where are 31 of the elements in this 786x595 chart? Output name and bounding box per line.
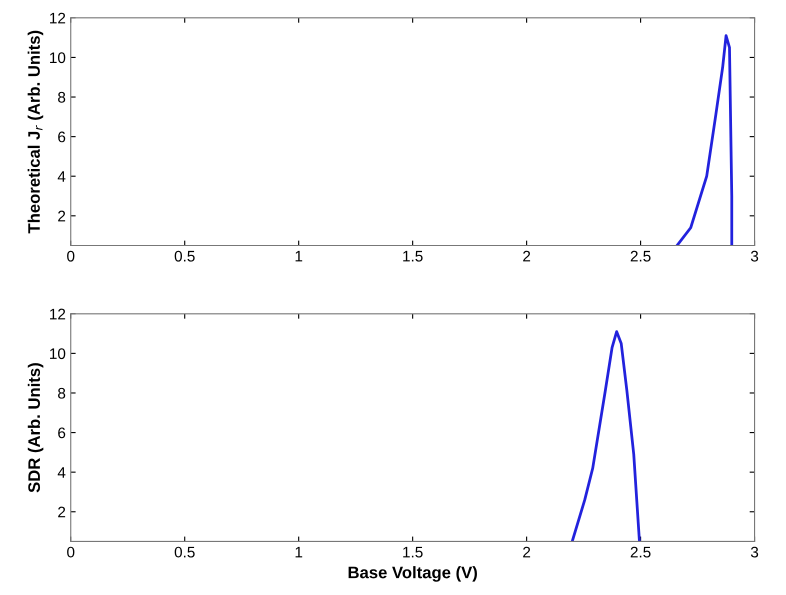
y-axis-title: Theoretical J$_{r}$ (Arb. Units) <box>28 30 44 234</box>
y-tick-label: 6 <box>58 427 66 438</box>
y-tick-label: 8 <box>58 92 66 103</box>
x-tick-label: 0.5 <box>174 250 195 262</box>
x-tick-label: 3 <box>750 546 758 558</box>
y-tick-label: 10 <box>50 348 66 360</box>
x-tick-label: 1.5 <box>403 546 423 558</box>
y-tick-label: 2 <box>58 506 66 518</box>
x-tick-label: 1 <box>296 546 302 558</box>
x-tick-label: 0 <box>67 546 74 558</box>
x-tick-label: 0 <box>67 250 74 262</box>
y-tick-label: 12 <box>50 12 66 24</box>
line-series <box>570 330 641 542</box>
y-tick-label: 6 <box>58 131 66 142</box>
y-tick-label: 12 <box>50 308 66 320</box>
x-tick-label: 1 <box>296 250 302 262</box>
x-axis-title: Base Voltage (V) <box>348 566 477 582</box>
y-tick-label: 10 <box>50 52 66 64</box>
y-tick-label: 4 <box>58 467 66 478</box>
x-tick-label: 2.5 <box>630 546 651 558</box>
x-tick-label: 0.5 <box>174 546 195 558</box>
y-axis-title: SDR (Arb. Units) <box>28 363 44 492</box>
x-tick-label: 2.5 <box>630 250 651 262</box>
x-tick-label: 3 <box>750 250 758 262</box>
line-series <box>676 34 734 246</box>
x-tick-label: 2 <box>523 546 530 558</box>
y-tick-label: 2 <box>58 210 66 222</box>
y-tick-label: 4 <box>58 171 66 182</box>
x-tick-label: 1.5 <box>403 250 423 262</box>
x-tick-label: 2 <box>523 250 530 262</box>
y-tick-label: 8 <box>58 388 66 399</box>
